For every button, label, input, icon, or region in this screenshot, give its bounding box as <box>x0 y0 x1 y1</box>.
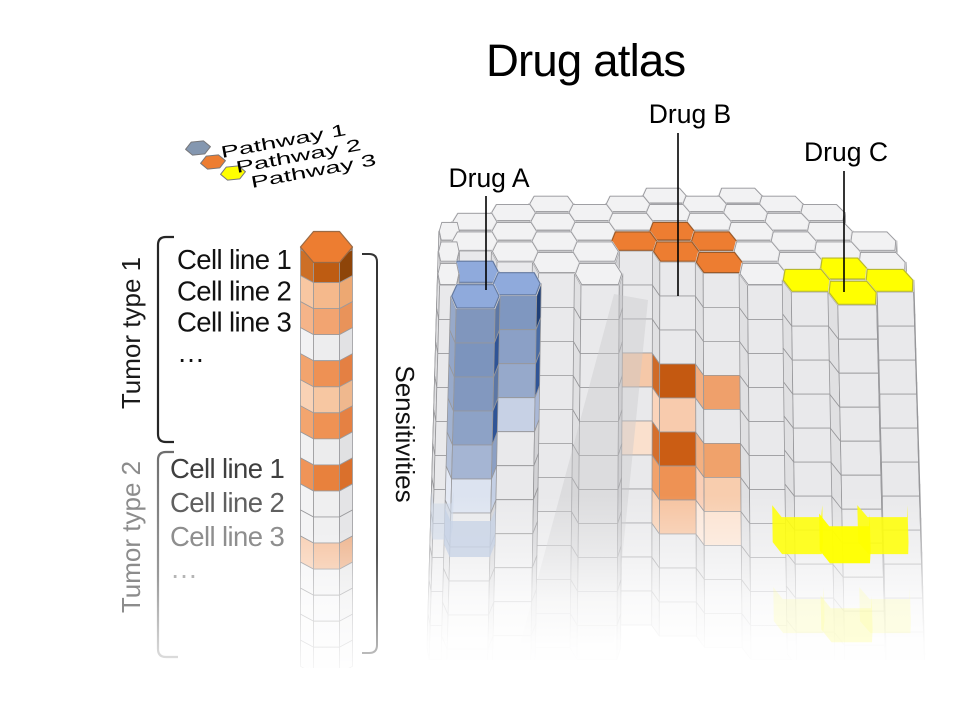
svg-text:Cell line 2: Cell line 2 <box>170 487 284 518</box>
svg-text:Cell line 1: Cell line 1 <box>177 244 291 275</box>
svg-text:Sensitivities: Sensitivities <box>390 365 420 502</box>
svg-text:Drug C: Drug C <box>804 137 888 167</box>
svg-text:Tumor type 2: Tumor type 2 <box>116 461 146 613</box>
svg-text:Cell line 1: Cell line 1 <box>170 453 284 484</box>
svg-text:…: … <box>170 553 198 584</box>
svg-text:Drug B: Drug B <box>649 99 731 129</box>
svg-text:Drug A: Drug A <box>448 163 529 193</box>
svg-text:Cell line 3: Cell line 3 <box>177 307 291 338</box>
svg-text:Tumor type 1: Tumor type 1 <box>116 257 146 409</box>
svg-text:…: … <box>177 337 205 368</box>
svg-text:Drug atlas: Drug atlas <box>486 35 685 86</box>
svg-text:Cell line 3: Cell line 3 <box>170 521 284 552</box>
svg-text:Cell line 2: Cell line 2 <box>177 276 291 307</box>
